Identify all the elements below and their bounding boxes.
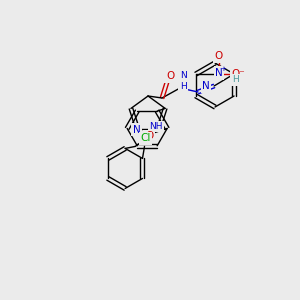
Text: N: N (133, 124, 140, 135)
Text: O: O (166, 71, 174, 81)
Text: N: N (202, 81, 210, 91)
Text: +: + (220, 66, 226, 72)
Text: N
H: N H (180, 71, 186, 91)
Text: N: N (215, 68, 223, 78)
Text: O⁻: O⁻ (231, 69, 245, 79)
Text: H: H (232, 76, 238, 85)
Text: O: O (215, 51, 223, 61)
Text: NH: NH (149, 122, 162, 131)
Text: Cl: Cl (140, 134, 151, 143)
Text: O: O (145, 131, 153, 141)
